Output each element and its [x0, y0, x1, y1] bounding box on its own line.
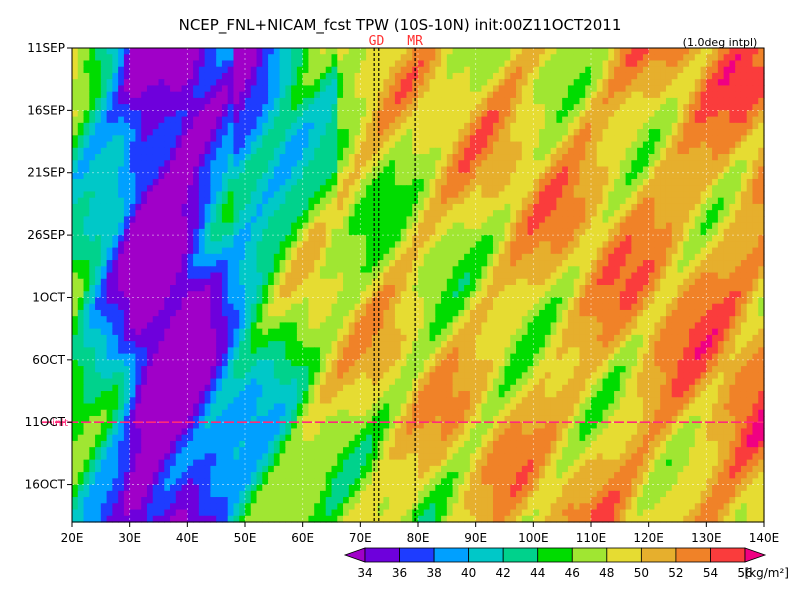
x-tick-label: 100E — [518, 531, 549, 545]
colorbar-label: 46 — [565, 566, 580, 580]
colorbar-band — [537, 547, 573, 563]
y-tick-label: 21SEP — [27, 166, 65, 180]
y-axis: 11SEP 16SEP 21SEP 26SEP 1OCT 6OCT 11OCT 16OCT — [25, 41, 72, 492]
x-tick-label: 80E — [407, 531, 430, 545]
colorbar-label: 36 — [392, 566, 407, 580]
site-label: MR — [407, 34, 423, 49]
x-tick-label: 130E — [691, 531, 722, 545]
x-tick-label: 120E — [633, 531, 664, 545]
y-tick-label: 16SEP — [27, 103, 65, 117]
colorbar-label: 42 — [496, 566, 511, 580]
colorbar-band — [675, 547, 711, 563]
y-tick-label: 26SEP — [27, 228, 65, 242]
colorbar-label: 50 — [634, 566, 649, 580]
x-tick-label: 50E — [234, 531, 257, 545]
y-tick-label: 16OCT — [25, 478, 66, 492]
x-tick-label: 90E — [464, 531, 487, 545]
y-tick-label: 1OCT — [32, 290, 65, 304]
x-tick-label: 60E — [291, 531, 314, 545]
x-tick-label: 70E — [349, 531, 372, 545]
site-lines: GD MR — [369, 34, 423, 522]
colorbar-label: 34 — [357, 566, 372, 580]
colorbar-label: 44 — [530, 566, 545, 580]
colorbar-band — [710, 547, 746, 563]
x-axis: 20E 30E 40E 50E 60E 70E 80E 90E 100E 110E 120E 130E… — [61, 522, 780, 545]
colorbar-band — [364, 547, 400, 563]
colorbar-label: 52 — [668, 566, 683, 580]
chart-title: NCEP_FNL+NICAM_fcst TPW (10S-10N) init:0… — [179, 16, 622, 35]
y-tick-label: 6OCT — [32, 353, 65, 367]
interpolation-note: (1.0deg intpl) — [683, 36, 758, 49]
y-tick-label: 11OCT — [25, 415, 66, 429]
y-tick-label: 11SEP — [27, 41, 65, 55]
colorbar-band — [502, 547, 539, 563]
colorbar-band — [571, 547, 608, 563]
colorbar-label: 56 — [737, 566, 752, 580]
colorbar-band — [433, 547, 470, 563]
colorbar-label: 48 — [599, 566, 614, 580]
colorbar-band — [606, 547, 642, 563]
x-tick-label: 30E — [118, 531, 141, 545]
x-tick-label: 110E — [576, 531, 607, 545]
tpw-field — [72, 48, 765, 523]
colorbar-low-arrow — [343, 547, 366, 563]
colorbar-band — [399, 547, 435, 563]
colorbar-high-arrow — [744, 547, 767, 563]
site-label: GD — [369, 34, 385, 49]
colorbar: 34 36 38 40 42 44 46 48 50 52 54 56[kg/m²] — [343, 547, 789, 580]
x-tick-label: 140E — [749, 531, 780, 545]
colorbar-label: 54 — [703, 566, 718, 580]
init-marker: init — [42, 418, 764, 429]
x-tick-label: 40E — [176, 531, 199, 545]
x-tick-label: 20E — [61, 531, 84, 545]
colorbar-unit: [kg/m²] — [745, 566, 789, 580]
colorbar-label: 38 — [426, 566, 441, 580]
init-label: init — [52, 418, 68, 429]
colorbar-band — [468, 547, 504, 563]
colorbar-band — [640, 547, 677, 563]
colorbar-label: 40 — [461, 566, 476, 580]
